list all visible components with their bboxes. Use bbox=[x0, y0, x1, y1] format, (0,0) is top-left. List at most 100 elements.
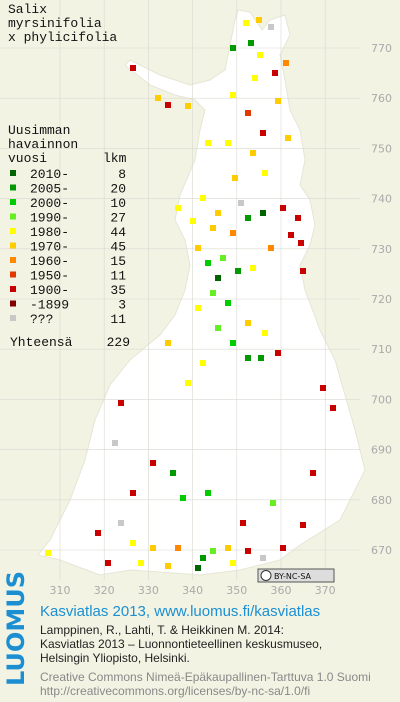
occurrence-square bbox=[155, 95, 161, 101]
occurrence-square bbox=[165, 340, 171, 346]
occurrence-square bbox=[272, 70, 278, 76]
legend-swatch bbox=[10, 271, 16, 278]
legend-count: 44 bbox=[110, 225, 126, 240]
legend-total-label: Yhteensä bbox=[10, 335, 73, 350]
legend-count: 35 bbox=[110, 283, 126, 298]
species-title: myrsinifolia bbox=[8, 16, 102, 31]
finland-outline bbox=[37, 9, 366, 576]
legend-swatch bbox=[10, 315, 16, 321]
occurrence-square bbox=[215, 275, 221, 281]
occurrence-square bbox=[205, 260, 211, 266]
y-grid-label: 690 bbox=[371, 444, 392, 457]
occurrence-square bbox=[310, 470, 316, 476]
species-title: Salix bbox=[8, 2, 47, 17]
legend-swatch bbox=[10, 286, 16, 292]
occurrence-square bbox=[205, 140, 211, 146]
occurrence-square bbox=[243, 20, 249, 26]
occurrence-square bbox=[112, 440, 118, 446]
occurrence-square bbox=[270, 500, 276, 506]
citation: Lamppinen, R., Lahti, T. & Heikkinen M. … bbox=[40, 623, 284, 637]
occurrence-square bbox=[260, 210, 266, 216]
occurrence-square bbox=[45, 550, 51, 556]
y-grid-label: 700 bbox=[371, 393, 392, 406]
occurrence-square bbox=[95, 530, 101, 536]
occurrence-square bbox=[215, 325, 221, 331]
y-grid-label: 740 bbox=[371, 193, 392, 206]
occurrence-square bbox=[280, 205, 286, 211]
x-grid-label: 360 bbox=[271, 584, 292, 597]
occurrence-square bbox=[288, 232, 294, 238]
legend-heading: Uusimman bbox=[8, 123, 70, 138]
occurrence-square bbox=[232, 175, 238, 181]
occurrence-square bbox=[320, 385, 326, 391]
occurrence-square bbox=[268, 245, 274, 251]
occurrence-square bbox=[275, 98, 281, 104]
occurrence-square bbox=[230, 92, 236, 98]
legend-period: 1950- bbox=[30, 269, 69, 284]
legend-count: 15 bbox=[110, 254, 126, 269]
legend-count: 10 bbox=[110, 196, 126, 211]
occurrence-square bbox=[190, 218, 196, 224]
occurrence-square bbox=[285, 135, 291, 141]
legend-swatch bbox=[10, 257, 16, 263]
y-grid-label: 750 bbox=[371, 142, 392, 155]
occurrence-square bbox=[130, 65, 136, 71]
x-grid-label: 310 bbox=[50, 584, 71, 597]
occurrence-square bbox=[200, 360, 206, 366]
headline: Kasviatlas 2013, www.luomus.fi/kasviatla… bbox=[40, 603, 320, 620]
occurrence-square bbox=[245, 320, 251, 326]
occurrence-square bbox=[170, 470, 176, 476]
legend-period: 1900- bbox=[30, 283, 69, 298]
citation: Helsingin Yliopisto, Helsinki. bbox=[40, 651, 190, 665]
x-grid-label: 350 bbox=[226, 584, 247, 597]
legend-period: 1990- bbox=[30, 211, 69, 226]
occurrence-square bbox=[210, 290, 216, 296]
occurrence-square bbox=[300, 522, 306, 528]
legend-swatch bbox=[10, 199, 16, 205]
occurrence-square bbox=[230, 560, 236, 566]
legend-period: 2005- bbox=[30, 182, 69, 197]
legend-count: 11 bbox=[110, 269, 126, 284]
x-grid-label: 320 bbox=[94, 584, 115, 597]
occurrence-square bbox=[245, 110, 251, 116]
occurrences bbox=[45, 17, 336, 571]
license-badge-text: BY-NC-SA bbox=[274, 572, 312, 581]
occurrence-square bbox=[105, 560, 111, 566]
occurrence-square bbox=[235, 268, 241, 274]
occurrence-square bbox=[256, 17, 262, 23]
occurrence-square bbox=[185, 380, 191, 386]
y-grid-label: 680 bbox=[371, 494, 392, 507]
occurrence-square bbox=[220, 255, 226, 261]
occurrence-square bbox=[195, 305, 201, 311]
legend-period: -1899 bbox=[30, 298, 69, 313]
occurrence-square bbox=[245, 355, 251, 361]
y-grid-label: 730 bbox=[371, 243, 392, 256]
x-grid-label: 370 bbox=[315, 584, 336, 597]
occurrence-square bbox=[245, 215, 251, 221]
occurrence-square bbox=[238, 200, 244, 206]
legend: 2010- 8 2005- 20 2000- 10 1990- 27 1980- 44 1970- 4… bbox=[10, 167, 130, 350]
occurrence-square bbox=[225, 545, 231, 551]
license-url: http://creativecommons.org/licenses/by-n… bbox=[40, 684, 310, 698]
occurrence-square bbox=[130, 540, 136, 546]
occurrence-square bbox=[138, 560, 144, 566]
legend-count: 3 bbox=[118, 298, 126, 313]
citation: Kasviatlas 2013 – Luonnontieteellinen ke… bbox=[40, 637, 322, 651]
occurrence-square bbox=[195, 565, 201, 571]
occurrence-square bbox=[210, 225, 216, 231]
legend-count: 20 bbox=[110, 182, 126, 197]
occurrence-square bbox=[210, 548, 216, 554]
occurrence-square bbox=[130, 490, 136, 496]
legend-total-count: 229 bbox=[107, 335, 130, 350]
y-grid-label: 770 bbox=[371, 42, 392, 55]
occurrence-square bbox=[258, 355, 264, 361]
legend-period: 1960- bbox=[30, 254, 69, 269]
occurrence-square bbox=[260, 555, 266, 561]
occurrence-square bbox=[215, 210, 221, 216]
occurrence-square bbox=[195, 245, 201, 251]
legend-swatch bbox=[10, 300, 16, 307]
occurrence-square bbox=[180, 495, 186, 501]
occurrence-square bbox=[250, 150, 256, 156]
occurrence-square bbox=[225, 140, 231, 146]
